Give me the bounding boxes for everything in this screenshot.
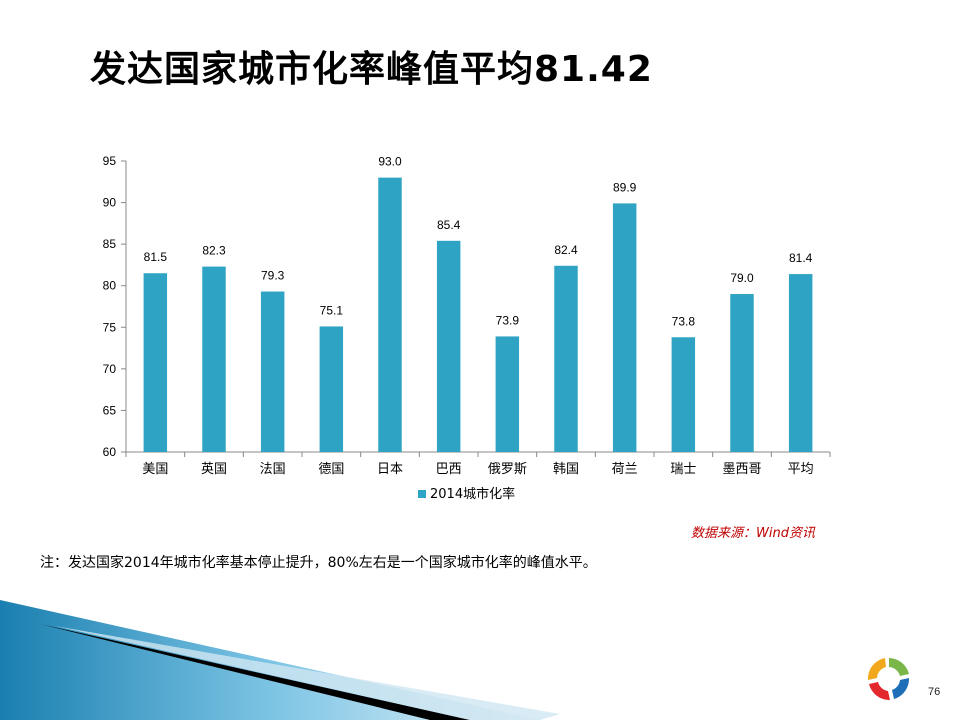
data-label: 73.9 <box>496 313 520 327</box>
x-category-label: 美国 <box>142 462 168 477</box>
x-category-label: 日本 <box>377 462 403 477</box>
bar-1 <box>202 266 226 452</box>
data-label: 75.1 <box>320 303 344 317</box>
decorative-swoosh <box>0 600 560 720</box>
y-tick-label: 95 <box>103 154 117 168</box>
y-tick-label: 90 <box>103 196 117 210</box>
data-label: 82.4 <box>554 243 578 257</box>
bar-chart: 60 65 70 75 80 85 90 95 81.5 美国 82.3 英国 79.3 法国 75.1 德国… <box>103 154 831 502</box>
bar-10 <box>730 294 754 452</box>
x-category-label: 德国 <box>318 462 344 477</box>
x-category-label: 韩国 <box>553 462 579 477</box>
page-number: 76 <box>928 686 941 698</box>
x-category-label: 瑞士 <box>670 462 696 477</box>
bar-6 <box>495 336 520 452</box>
data-label: 81.5 <box>144 250 168 264</box>
bar-9 <box>671 337 696 452</box>
x-category-label: 平均 <box>788 462 814 477</box>
bar-0 <box>143 273 168 452</box>
y-tick-label: 65 <box>103 403 117 417</box>
data-label: 89.9 <box>613 180 637 194</box>
x-category-label: 荷兰 <box>612 462 638 477</box>
x-category-label: 法国 <box>260 462 286 477</box>
bar-5 <box>436 240 461 452</box>
y-tick-label: 85 <box>103 237 117 251</box>
bar-2 <box>260 291 285 452</box>
data-label: 82.3 <box>202 244 226 258</box>
page-title: 发达国家城市化率峰值平均81.42 <box>90 49 653 90</box>
data-label: 93.0 <box>378 155 402 169</box>
data-label: 85.4 <box>437 218 461 232</box>
bar-8 <box>612 203 637 452</box>
x-category-label: 墨西哥 <box>722 462 761 477</box>
y-tick-label: 60 <box>103 445 117 459</box>
y-tick-label: 75 <box>103 320 117 334</box>
data-label: 79.3 <box>261 269 285 283</box>
bar-7 <box>554 265 578 452</box>
y-tick-label: 70 <box>103 362 117 376</box>
data-source-note: 数据来源：Wind资讯 <box>691 526 815 541</box>
bar-3 <box>319 326 344 452</box>
legend-label: 2014城市化率 <box>430 486 515 502</box>
data-label: 81.4 <box>789 251 813 265</box>
data-label: 73.8 <box>672 314 696 328</box>
bar-11 <box>788 274 813 452</box>
company-logo-icon <box>867 658 910 701</box>
legend-swatch <box>418 490 426 498</box>
x-category-label: 英国 <box>201 462 227 477</box>
y-tick-label: 80 <box>103 279 117 293</box>
x-category-label: 俄罗斯 <box>488 462 527 477</box>
data-label: 79.0 <box>730 271 754 285</box>
footnote: 注：发达国家2014年城市化率基本停止提升，80%左右是一个国家城市化率的峰值水… <box>40 555 597 571</box>
bar-4 <box>378 177 402 452</box>
x-category-label: 巴西 <box>436 462 462 477</box>
